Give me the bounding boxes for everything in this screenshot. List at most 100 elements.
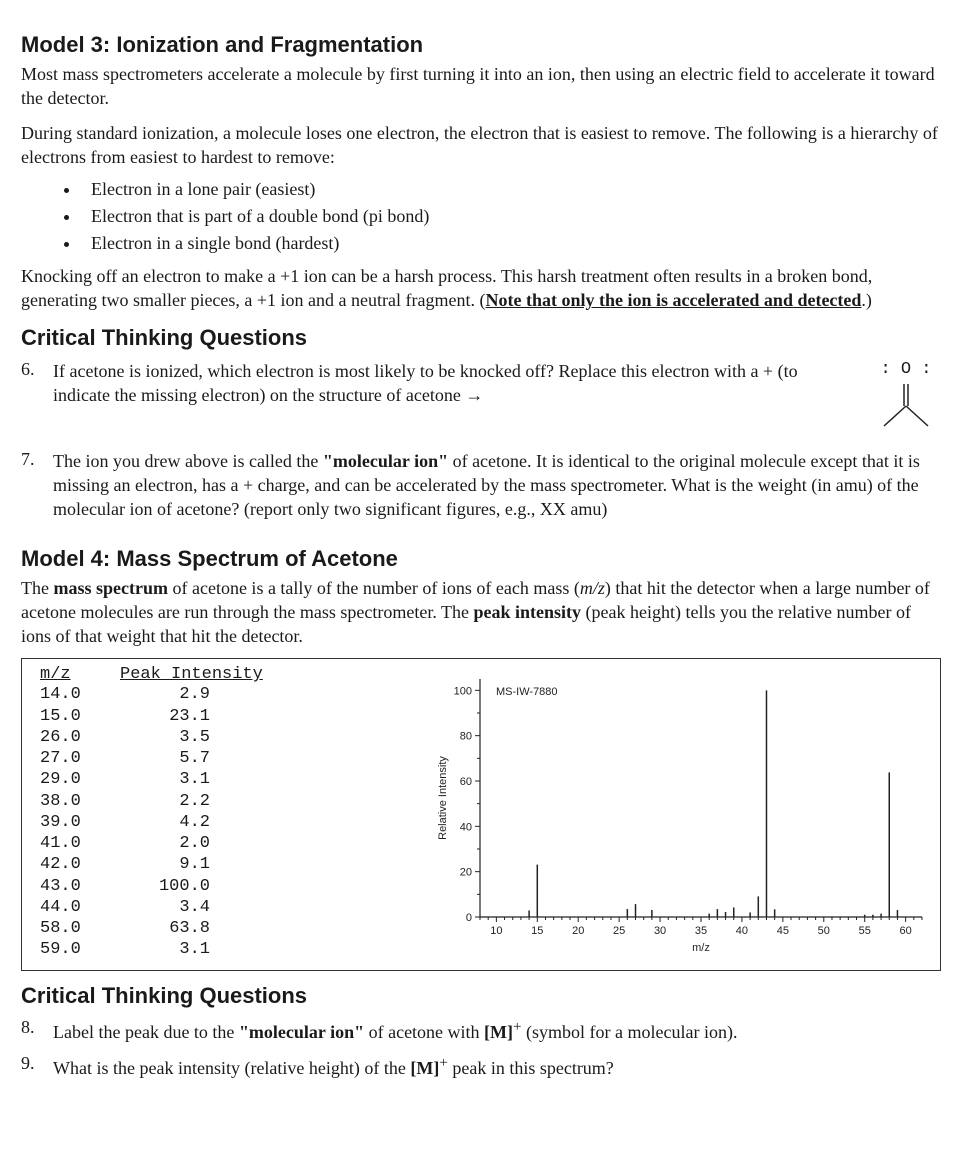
svg-text:80: 80	[460, 731, 472, 743]
model3-para1: Most mass spectrometers accelerate a mol…	[21, 62, 941, 111]
table-row: 44.03.4	[40, 897, 406, 918]
svg-text:50: 50	[818, 925, 830, 937]
table-row: 14.02.9	[40, 684, 406, 705]
text: .)	[861, 290, 872, 310]
oxygen-label: : O :	[871, 359, 941, 382]
acetone-structure-icon: : O :	[871, 359, 941, 441]
question-number: 8.	[21, 1017, 53, 1038]
text: peak in this spectrum?	[448, 1058, 614, 1078]
svg-text:30: 30	[654, 925, 666, 937]
electron-hierarchy-list: Electron in a lone pair (easiest) Electr…	[21, 179, 941, 254]
question-text: The ion you drew above is called the "mo…	[53, 449, 941, 522]
mass-spectrum-chart: 0204060801001015202530354045505560Relati…	[424, 659, 940, 970]
symbol-m: [M]	[484, 1022, 513, 1042]
svg-text:25: 25	[613, 925, 625, 937]
svg-text:20: 20	[460, 867, 472, 879]
ctq1-heading: Critical Thinking Questions	[21, 325, 941, 351]
question-number: 6.	[21, 359, 53, 380]
mz-cell: 59.0	[40, 939, 120, 960]
mz-cell: 41.0	[40, 833, 120, 854]
intensity-cell: 100.0	[120, 876, 210, 897]
question-6: 6. If acetone is ionized, which electron…	[21, 359, 941, 441]
text: Label the peak due to the	[53, 1022, 239, 1042]
svg-text:40: 40	[460, 822, 472, 834]
table-row: 41.02.0	[40, 833, 406, 854]
col-header-intensity: Peak Intensity	[120, 665, 263, 684]
col-header-mz: m/z	[40, 665, 120, 684]
superscript-plus: +	[513, 1019, 521, 1035]
table-row: 42.09.1	[40, 854, 406, 875]
text: What is the peak intensity (relative hei…	[53, 1058, 410, 1078]
list-item: Electron that is part of a double bond (…	[81, 206, 941, 227]
svg-text:10: 10	[490, 925, 502, 937]
model4-heading: Model 4: Mass Spectrum of Acetone	[21, 546, 941, 572]
svg-text:55: 55	[859, 925, 871, 937]
svg-text:40: 40	[736, 925, 748, 937]
intensity-cell: 9.1	[120, 854, 210, 875]
table-row: 38.02.2	[40, 791, 406, 812]
mz-cell: 42.0	[40, 854, 120, 875]
intensity-cell: 23.1	[120, 706, 210, 727]
superscript-plus: +	[439, 1055, 447, 1071]
table-row: 27.05.7	[40, 748, 406, 769]
text: (symbol for a molecular ion).	[522, 1022, 738, 1042]
question-text: What is the peak intensity (relative hei…	[53, 1053, 941, 1080]
intensity-cell: 3.1	[120, 939, 210, 960]
intensity-cell: 2.2	[120, 791, 210, 812]
svg-text:100: 100	[454, 686, 472, 698]
bold-term: "molecular ion"	[239, 1022, 364, 1042]
intensity-cell: 4.2	[120, 812, 210, 833]
question-number: 9.	[21, 1053, 53, 1074]
question-9: 9. What is the peak intensity (relative …	[21, 1053, 941, 1080]
svg-text:MS-IW-7880: MS-IW-7880	[496, 686, 558, 698]
intensity-cell: 3.4	[120, 897, 210, 918]
question-text: Label the peak due to the "molecular ion…	[53, 1017, 941, 1044]
intensity-cell: 2.9	[120, 684, 210, 705]
text: The	[21, 578, 53, 598]
table-row: 58.063.8	[40, 918, 406, 939]
text: of acetone is a tally of the number of i…	[168, 578, 580, 598]
svg-text:0: 0	[466, 912, 472, 924]
model3-heading: Model 3: Ionization and Fragmentation	[21, 32, 941, 58]
table-row: 15.023.1	[40, 706, 406, 727]
mz-cell: 26.0	[40, 727, 120, 748]
mz-cell: 38.0	[40, 791, 120, 812]
peak-data-table: m/z Peak Intensity 14.02.915.023.126.03.…	[22, 659, 424, 970]
model3-para2: During standard ionization, a molecule l…	[21, 121, 941, 170]
bold-term: "molecular ion"	[323, 451, 448, 471]
italic-term: m/z	[580, 578, 605, 598]
intensity-cell: 2.0	[120, 833, 210, 854]
table-row: 26.03.5	[40, 727, 406, 748]
spectrum-figure: m/z Peak Intensity 14.02.915.023.126.03.…	[21, 658, 941, 971]
svg-text:60: 60	[900, 925, 912, 937]
intensity-cell: 63.8	[120, 918, 210, 939]
mz-cell: 27.0	[40, 748, 120, 769]
svg-text:20: 20	[572, 925, 584, 937]
ctq2-heading: Critical Thinking Questions	[21, 983, 941, 1009]
bold-term: mass spectrum	[53, 578, 168, 598]
mz-cell: 39.0	[40, 812, 120, 833]
svg-text:60: 60	[460, 776, 472, 788]
symbol-m: [M]	[410, 1058, 439, 1078]
mz-cell: 29.0	[40, 769, 120, 790]
intensity-cell: 3.1	[120, 769, 210, 790]
list-item: Electron in a lone pair (easiest)	[81, 179, 941, 200]
svg-text:15: 15	[531, 925, 543, 937]
question-8: 8. Label the peak due to the "molecular …	[21, 1017, 941, 1044]
svg-text:Relative Intensity: Relative Intensity	[437, 756, 449, 840]
svg-text:m/z: m/z	[692, 942, 710, 954]
model3-para3: Knocking off an electron to make a +1 io…	[21, 264, 941, 313]
mz-cell: 44.0	[40, 897, 120, 918]
svg-text:45: 45	[777, 925, 789, 937]
table-row: 43.0100.0	[40, 876, 406, 897]
mz-cell: 43.0	[40, 876, 120, 897]
text: of acetone with	[364, 1022, 484, 1042]
intensity-cell: 3.5	[120, 727, 210, 748]
underlined-note: Note that only the ion is accelerated an…	[485, 290, 861, 310]
question-text: If acetone is ionized, which electron is…	[53, 359, 851, 408]
bold-term: peak intensity	[474, 602, 582, 622]
question-7: 7. The ion you drew above is called the …	[21, 449, 941, 522]
intensity-cell: 5.7	[120, 748, 210, 769]
table-row: 29.03.1	[40, 769, 406, 790]
list-item: Electron in a single bond (hardest)	[81, 233, 941, 254]
